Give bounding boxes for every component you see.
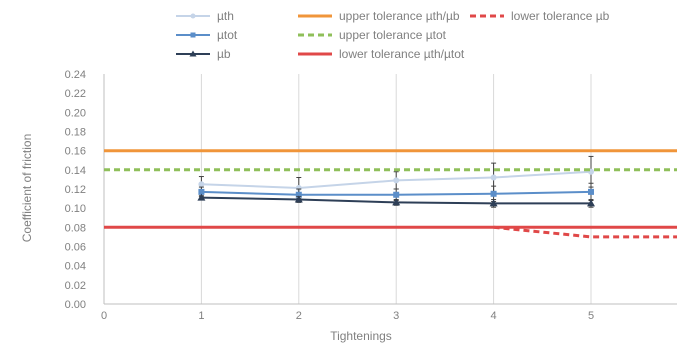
legend-item-muth: µth xyxy=(176,9,234,23)
data-point-mutot xyxy=(490,190,497,197)
data-point-muth xyxy=(198,181,205,188)
data-point-mutot xyxy=(198,188,205,195)
data-point-muth xyxy=(490,174,497,181)
series-lower-tolerance-mub xyxy=(493,225,677,239)
series-mub xyxy=(197,193,595,208)
axes: 0.00 0.02 0.04 0.06 0.08 0.10 0.12 0.14 0.16 0.18… xyxy=(65,69,677,322)
legend-item-mutot: µtot xyxy=(176,28,238,42)
x-tick-label: 0 xyxy=(101,310,107,322)
data-point-mutot xyxy=(393,191,400,198)
legend-label-upper-tolerance-mutot: upper tolerance µtot xyxy=(339,28,447,42)
legend-item-lower-tolerance-mub: lower tolerance µb xyxy=(470,9,610,23)
y-tick-label: 0.22 xyxy=(65,88,86,100)
y-tick-label: 0.18 xyxy=(65,127,86,139)
legend-marker-mutot xyxy=(190,32,196,38)
legend-label-lower-tolerance-mub: lower tolerance µb xyxy=(511,9,610,23)
y-tick-label: 0.00 xyxy=(65,299,86,311)
x-tick-label: 2 xyxy=(296,310,302,322)
data-point-muth xyxy=(295,185,302,192)
x-tick-label: 1 xyxy=(198,310,204,322)
y-tick-label: 0.02 xyxy=(65,280,86,292)
data-point-mub xyxy=(392,198,401,206)
x-tick-label: 4 xyxy=(491,310,497,322)
data-point-mub xyxy=(587,199,595,207)
y-tick-label: 0.06 xyxy=(65,242,86,254)
legend-item-upper-tolerance-muth-mub: upper tolerance µth/µb xyxy=(298,9,460,23)
x-axis-label: Tightenings xyxy=(330,329,392,343)
legend-marker-mub xyxy=(189,50,197,57)
y-tick-label: 0.20 xyxy=(65,107,86,119)
data-point-mub xyxy=(489,199,498,207)
legend: µth µtot µb upper tolerance µth/µb upper tol… xyxy=(176,9,610,61)
legend-label-lower-tolerance-muth-mutot: lower tolerance µth/µtot xyxy=(339,47,465,61)
series-mutot xyxy=(198,182,594,202)
legend-marker-muth xyxy=(190,13,196,19)
x-tick-label: 3 xyxy=(393,310,399,322)
data-point-mub xyxy=(197,193,206,201)
legend-item-lower-tolerance-muth-mutot: lower tolerance µth/µtot xyxy=(298,47,465,61)
series-muth xyxy=(198,155,594,200)
data-point-muth xyxy=(393,177,400,184)
y-tick-label: 0.04 xyxy=(65,261,86,273)
legend-label-muth: µth xyxy=(217,9,234,23)
y-tick-label: 0.12 xyxy=(65,184,86,196)
x-tick-label: 5 xyxy=(588,310,594,322)
y-tick-label: 0.16 xyxy=(65,146,86,158)
y-tick-label: 0.14 xyxy=(65,165,86,177)
legend-item-mub: µb xyxy=(176,47,231,61)
legend-label-mutot: µtot xyxy=(217,28,238,42)
data-point-mutot xyxy=(295,191,302,198)
data-point-mub xyxy=(294,195,303,203)
data-point-mutot xyxy=(588,188,594,195)
y-axis-label: Coefficient of friction xyxy=(20,134,34,243)
y-tick-label: 0.24 xyxy=(65,69,86,81)
series-layer xyxy=(104,149,677,239)
y-tick-label: 0.08 xyxy=(65,222,86,234)
legend-label-mub: µb xyxy=(217,47,231,61)
series-line-lower-tolerance-mub xyxy=(493,225,677,239)
legend-item-upper-tolerance-mutot: upper tolerance µtot xyxy=(298,28,447,42)
y-tick-label: 0.10 xyxy=(65,203,86,215)
legend-label-upper-tolerance-muth-mub: upper tolerance µth/µb xyxy=(339,9,460,23)
